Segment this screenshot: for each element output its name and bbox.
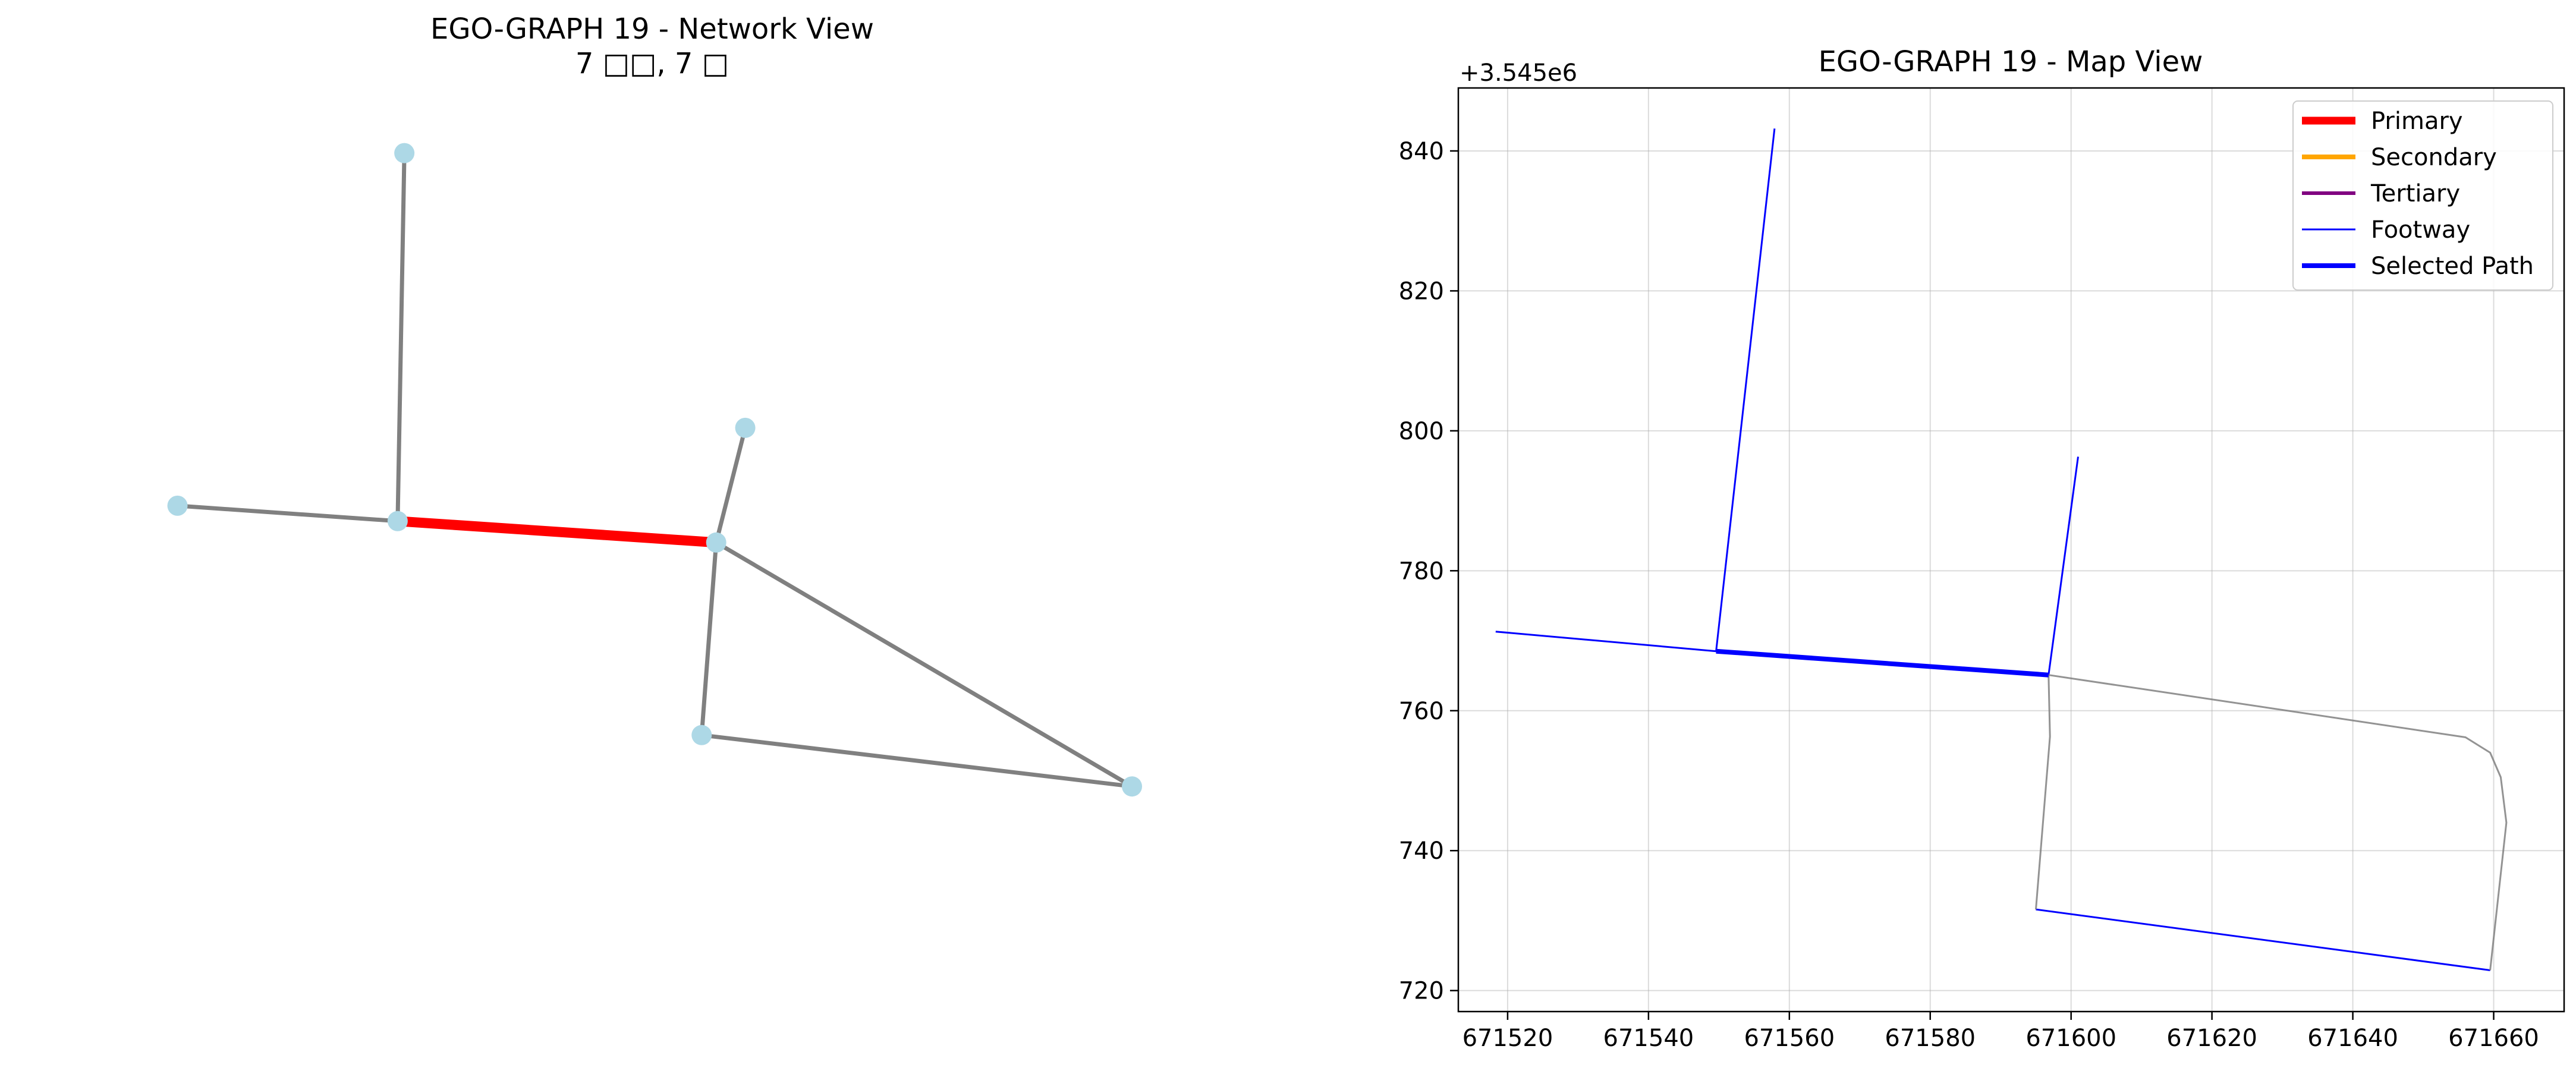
network-node [167, 495, 188, 516]
y-tick-label: 720 [1399, 978, 1444, 1005]
map-grid [1458, 88, 2564, 1012]
network-node [706, 532, 726, 553]
y-tick-label: 820 [1399, 278, 1444, 305]
legend-label: Selected Path [2371, 253, 2534, 280]
map-view: EGO-GRAPH 19 - Map View +3.545e6 671520 6… [1399, 45, 2565, 1052]
network-node [691, 724, 712, 745]
x-tick-label: 671520 [1462, 1025, 1553, 1052]
y-tick-label: 840 [1399, 138, 1444, 165]
map-segment-other [2048, 674, 2508, 971]
legend-label: Tertiary [2370, 180, 2460, 207]
network-subtitle: 7 □□, 7 □ [575, 47, 729, 80]
map-title: EGO-GRAPH 19 - Map View [1819, 45, 2203, 78]
map-segment-other [2035, 675, 2051, 910]
x-tick-label: 671600 [2025, 1025, 2116, 1052]
x-tick-label: 671540 [1603, 1025, 1694, 1052]
network-edge [714, 427, 747, 543]
network-node [1122, 776, 1143, 797]
y-offset-label: +3.545e6 [1460, 59, 1577, 87]
network-node [394, 143, 415, 163]
map-lines [1495, 128, 2508, 971]
legend: Primary Secondary Tertiary Footway Selected … [2292, 100, 2553, 291]
map-ticks: 671520 671540 671560 671580 671600 671620 6716… [1399, 138, 2539, 1052]
network-view: EGO-GRAPH 19 - Network View 7 □□, 7 □ [167, 12, 1143, 797]
network-title: EGO-GRAPH 19 - Network View [430, 12, 874, 46]
x-tick-label: 671640 [2307, 1025, 2398, 1052]
x-tick-label: 671660 [2448, 1025, 2539, 1052]
network-edge [701, 733, 1133, 789]
network-edge [699, 542, 719, 736]
plot-frame [1457, 87, 2565, 1013]
x-tick-label: 671560 [1744, 1025, 1835, 1052]
network-edge-highlighted [397, 516, 717, 548]
map-segment-footway [2036, 908, 2490, 971]
map-segment-footway [1495, 631, 1716, 653]
map-segment-footway [1715, 128, 1776, 651]
y-tick-label: 740 [1399, 837, 1444, 865]
y-tick-label: 800 [1399, 418, 1444, 445]
network-edge [715, 540, 1133, 789]
x-tick-label: 671620 [2166, 1025, 2257, 1052]
y-tick-label: 760 [1399, 698, 1444, 725]
network-nodes [167, 143, 1143, 797]
map-segment-selected [1716, 648, 2049, 678]
legend-label: Secondary [2371, 144, 2497, 171]
network-edges [177, 153, 1133, 789]
legend-box [2292, 100, 2553, 291]
network-edge [177, 503, 398, 524]
network-edge [395, 153, 407, 521]
legend-label: Footway [2371, 216, 2470, 244]
network-node [387, 511, 408, 531]
y-tick-label: 780 [1399, 557, 1444, 585]
x-tick-label: 671580 [1885, 1025, 1976, 1052]
legend-label: Primary [2371, 108, 2463, 135]
map-segment-footway [2047, 456, 2079, 675]
network-node [735, 417, 756, 438]
